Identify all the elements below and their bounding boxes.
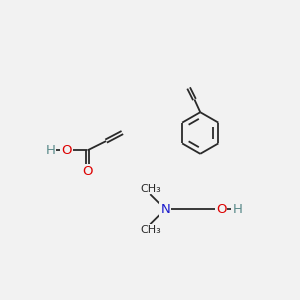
Text: H: H xyxy=(45,144,55,157)
Text: N: N xyxy=(160,203,170,216)
Text: H: H xyxy=(232,203,242,216)
Text: O: O xyxy=(216,203,226,216)
Text: CH₃: CH₃ xyxy=(140,225,160,235)
Text: O: O xyxy=(61,144,72,157)
Text: O: O xyxy=(82,165,93,178)
Text: CH₃: CH₃ xyxy=(140,184,160,194)
